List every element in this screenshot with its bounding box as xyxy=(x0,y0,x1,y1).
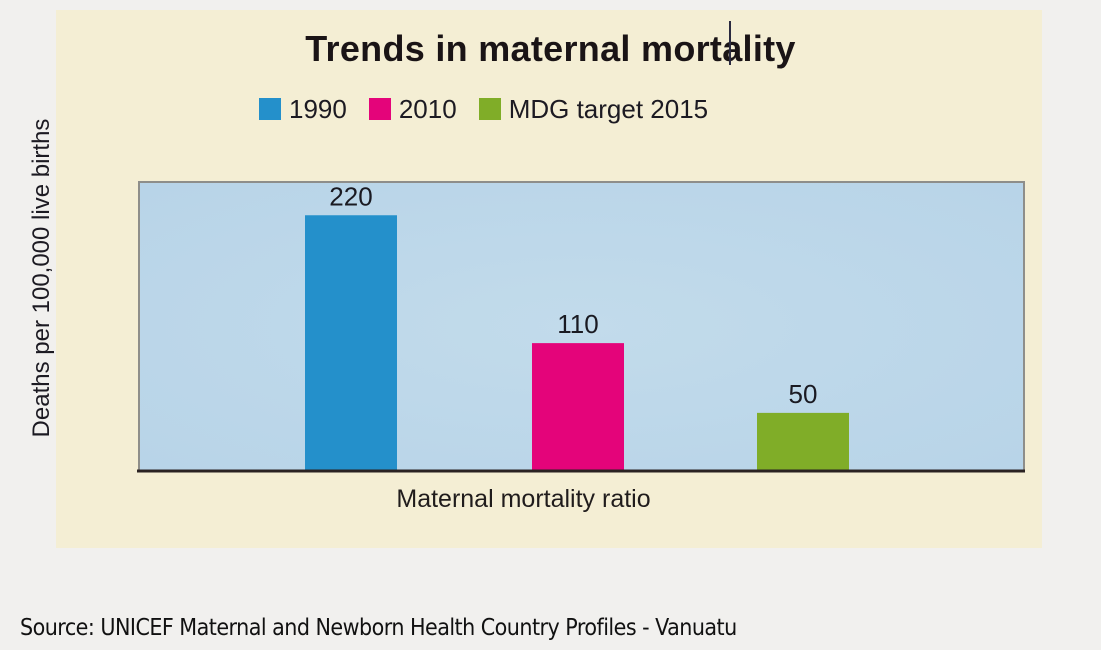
legend: 1990 2010 MDG target 2015 xyxy=(259,93,730,125)
legend-item-mdg-target-2015: MDG target 2015 xyxy=(478,93,709,125)
legend-swatch xyxy=(478,98,501,120)
bar-mdg-target-2015 xyxy=(757,412,849,471)
bar-2010 xyxy=(532,343,624,471)
data-label: 110 xyxy=(557,309,598,339)
legend-item-1990: 1990 xyxy=(259,94,347,125)
legend-label: 2010 xyxy=(398,93,457,124)
legend-swatch xyxy=(259,98,281,120)
data-label: 220 xyxy=(329,181,372,211)
legend-item-2010: 2010 xyxy=(368,93,457,125)
chart-title: Trends in maternal mortality xyxy=(305,28,796,69)
x-axis-label: Maternal mortality ratio xyxy=(396,485,651,513)
legend-swatch xyxy=(368,98,391,120)
legend-label: MDG target 2015 xyxy=(508,93,709,124)
text-cursor xyxy=(729,21,731,65)
legend-label: 1990 xyxy=(289,93,347,124)
source-caption: Source: UNICEF Maternal and Newborn Heal… xyxy=(20,615,737,641)
bar-1990 xyxy=(305,215,397,471)
data-label: 50 xyxy=(789,379,818,409)
